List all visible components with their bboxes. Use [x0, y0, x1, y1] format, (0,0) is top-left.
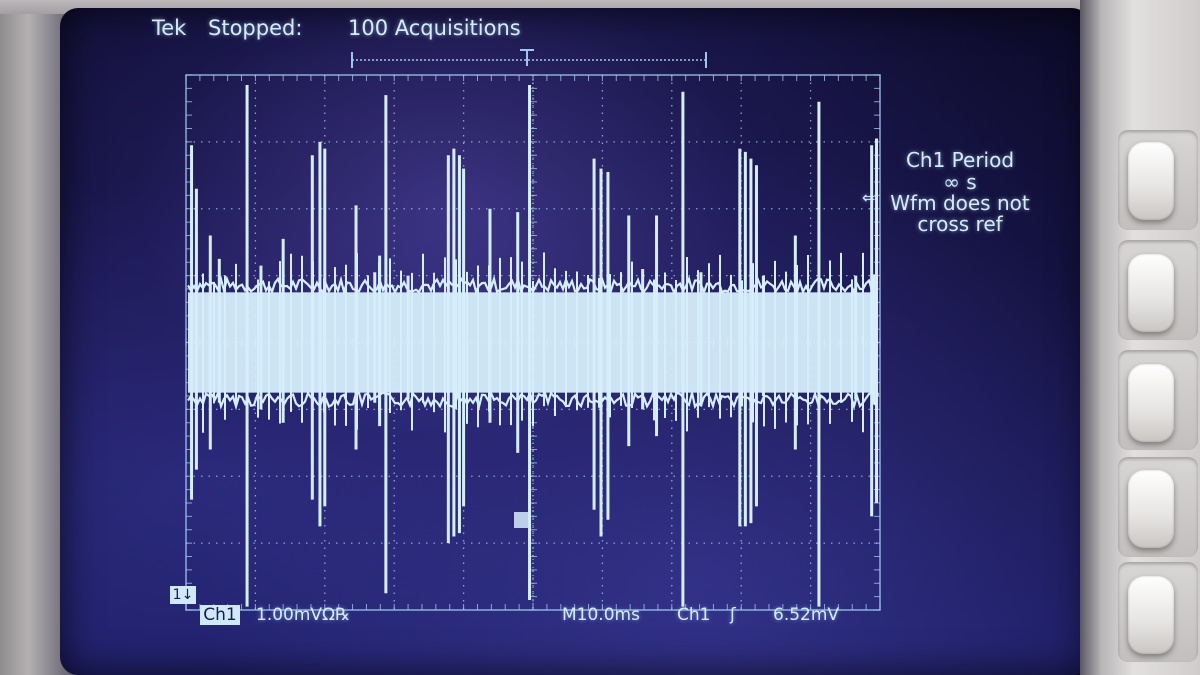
- brand-label: Tek: [152, 16, 187, 40]
- measurement-value: ∞ s: [943, 170, 977, 194]
- measurement-ref-arrow-icon: ⇐: [862, 188, 876, 207]
- ch1-ground-marker: 1↓: [170, 586, 196, 604]
- menu-button-1[interactable]: [1128, 142, 1174, 220]
- menu-button-2[interactable]: [1128, 254, 1174, 332]
- measurement-title: Ch1 Period: [905, 148, 1015, 172]
- trigger-level: 6.52mV: [773, 605, 840, 625]
- rising-edge-icon: ʃ: [730, 605, 736, 625]
- trigger-source: Ch1: [677, 605, 711, 625]
- trigger-level-marker: [514, 512, 528, 528]
- menu-button-3[interactable]: [1128, 364, 1174, 442]
- acquisition-state: Stopped:: [208, 16, 303, 40]
- menu-button-5[interactable]: [1128, 576, 1174, 654]
- ch1-vertical-scale: 1.00mVΩ℞: [256, 605, 351, 625]
- acquisition-count: 100 Acquisitions: [348, 16, 521, 40]
- record-length-bar: [351, 49, 707, 68]
- menu-button-4[interactable]: [1128, 470, 1174, 548]
- measurement-message-line1: Wfm does not: [890, 191, 1030, 215]
- timebase-scale: M10.0ms: [562, 605, 640, 625]
- ch1-trace: [187, 85, 880, 607]
- graticule-markers: [514, 512, 528, 528]
- measurement-message-line2: cross ref: [917, 212, 1003, 236]
- ch1-badge: Ch1: [200, 605, 240, 625]
